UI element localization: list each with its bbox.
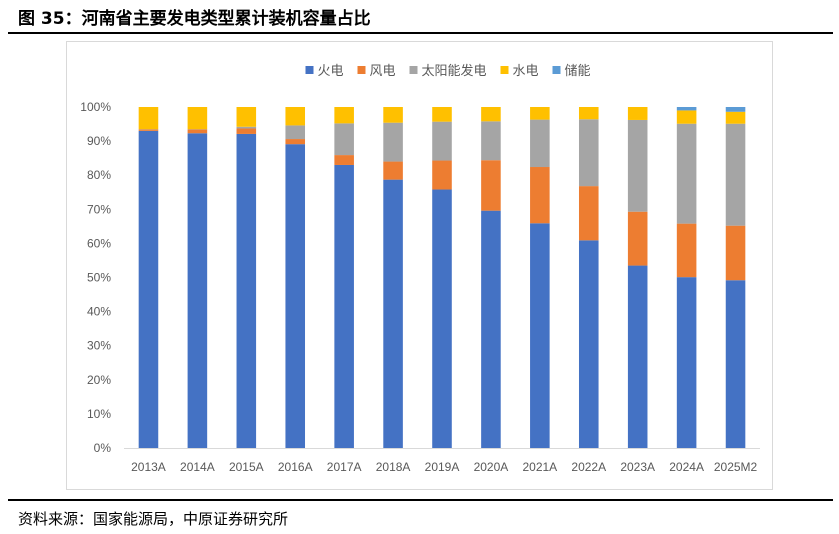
bar-segment [138,129,159,131]
bar-segment [383,161,403,180]
y-tick-label: 20% [87,373,111,387]
bar-segment [285,139,306,145]
bar-segment [481,107,501,122]
bar-segment [725,107,746,112]
bar-segment [334,155,354,165]
bar-segment [187,133,208,448]
bar-segment [627,107,648,120]
bar-segment [676,123,697,224]
legend-swatch [552,66,561,74]
legend-swatch [357,66,366,74]
bar-segment [530,223,550,448]
legend-swatch [409,66,418,74]
x-tick-label: 2020A [474,460,509,474]
bar-segment [725,123,746,226]
legend-label: 风电 [370,64,396,79]
bar-segment [285,144,306,448]
x-tick-label: 2022A [571,460,606,474]
bar-segment [676,277,697,448]
y-tick-label: 40% [87,305,111,319]
footer-divider [8,499,833,501]
y-tick-label: 60% [87,236,111,250]
y-tick-label: 10% [87,407,111,421]
bar-segment [187,107,208,130]
legend-swatch [305,66,314,74]
bar-segment [481,121,501,161]
y-tick-label: 50% [87,271,111,285]
x-tick-label: 2015A [229,460,264,474]
bar-segment [530,107,550,120]
source-note: 资料来源：国家能源局，中原证券研究所 [18,510,289,528]
y-axis: 0% 10% 20% 30% 40% 50% 60% 70% 80% 90% 100% [80,100,111,455]
x-tick-label: 2013A [131,460,166,474]
x-tick-label: 2017A [327,460,362,474]
x-tick-label: 2018A [376,460,411,474]
title-divider [8,32,833,34]
bar-segment [627,211,648,266]
bar-segment [578,107,599,120]
y-tick-label: 0% [94,441,112,455]
bar-segment [578,119,599,187]
legend-label: 太阳能发电 [422,63,487,79]
bar-segment [578,240,599,448]
bar-segment [383,122,403,162]
bar-segment [578,186,599,241]
bar-segment [627,265,648,448]
x-tick-label: 2024A [669,460,704,474]
x-tick-label: 2025M2 [714,460,758,474]
y-tick-label: 70% [87,202,111,216]
chart-title: 图 35：河南省主要发电类型累计装机容量占比 [18,9,371,29]
y-tick-label: 90% [87,134,111,148]
legend-swatch [500,66,509,74]
bar-segment [432,121,452,161]
bar-segment [725,280,746,448]
bar-segment [725,225,746,281]
bar-segment [187,129,208,134]
x-tick-label: 2021A [522,460,557,474]
bar-segment [530,119,550,168]
bar-segment [383,179,403,448]
chart-legend: 火电 风电 太阳能发电 水电 储能 [305,63,591,79]
bar-segment [725,111,746,124]
bar-segment [236,128,257,134]
bar-segment [236,126,257,129]
bar-segment [481,210,501,448]
bar-segment [138,130,159,448]
bar-segment [138,107,159,130]
bar-segment [334,107,354,124]
bar-segment [432,107,452,122]
bar-segment [676,107,697,111]
bar-segment [285,125,306,140]
chart-frame [66,41,773,490]
x-axis: 2013A 2014A 2015A 2016A 2017A 2018A 2019A 2020A… [124,448,760,474]
bar-segment [236,107,257,127]
bar-segment [285,107,306,126]
bar-segment [432,160,452,190]
y-tick-label: 30% [87,339,111,353]
y-tick-label: 100% [80,100,111,114]
bar-segment [383,107,403,123]
bar-segment [334,164,354,448]
bar-segment [481,160,501,211]
bar-segment [236,133,257,448]
bar-segment [676,110,697,124]
bar-segment [334,123,354,156]
bar-segment [432,189,452,448]
x-tick-label: 2019A [425,460,460,474]
legend-label: 储能 [565,64,591,79]
legend-label: 火电 [318,64,344,79]
bar-segment [676,223,697,278]
bar-segment [627,119,648,212]
bar-segment [530,167,550,224]
legend-label: 水电 [513,64,539,79]
x-tick-label: 2023A [620,460,655,474]
y-tick-label: 80% [87,168,111,182]
x-tick-label: 2014A [180,460,215,474]
x-tick-label: 2016A [278,460,313,474]
bar-series [138,107,746,448]
